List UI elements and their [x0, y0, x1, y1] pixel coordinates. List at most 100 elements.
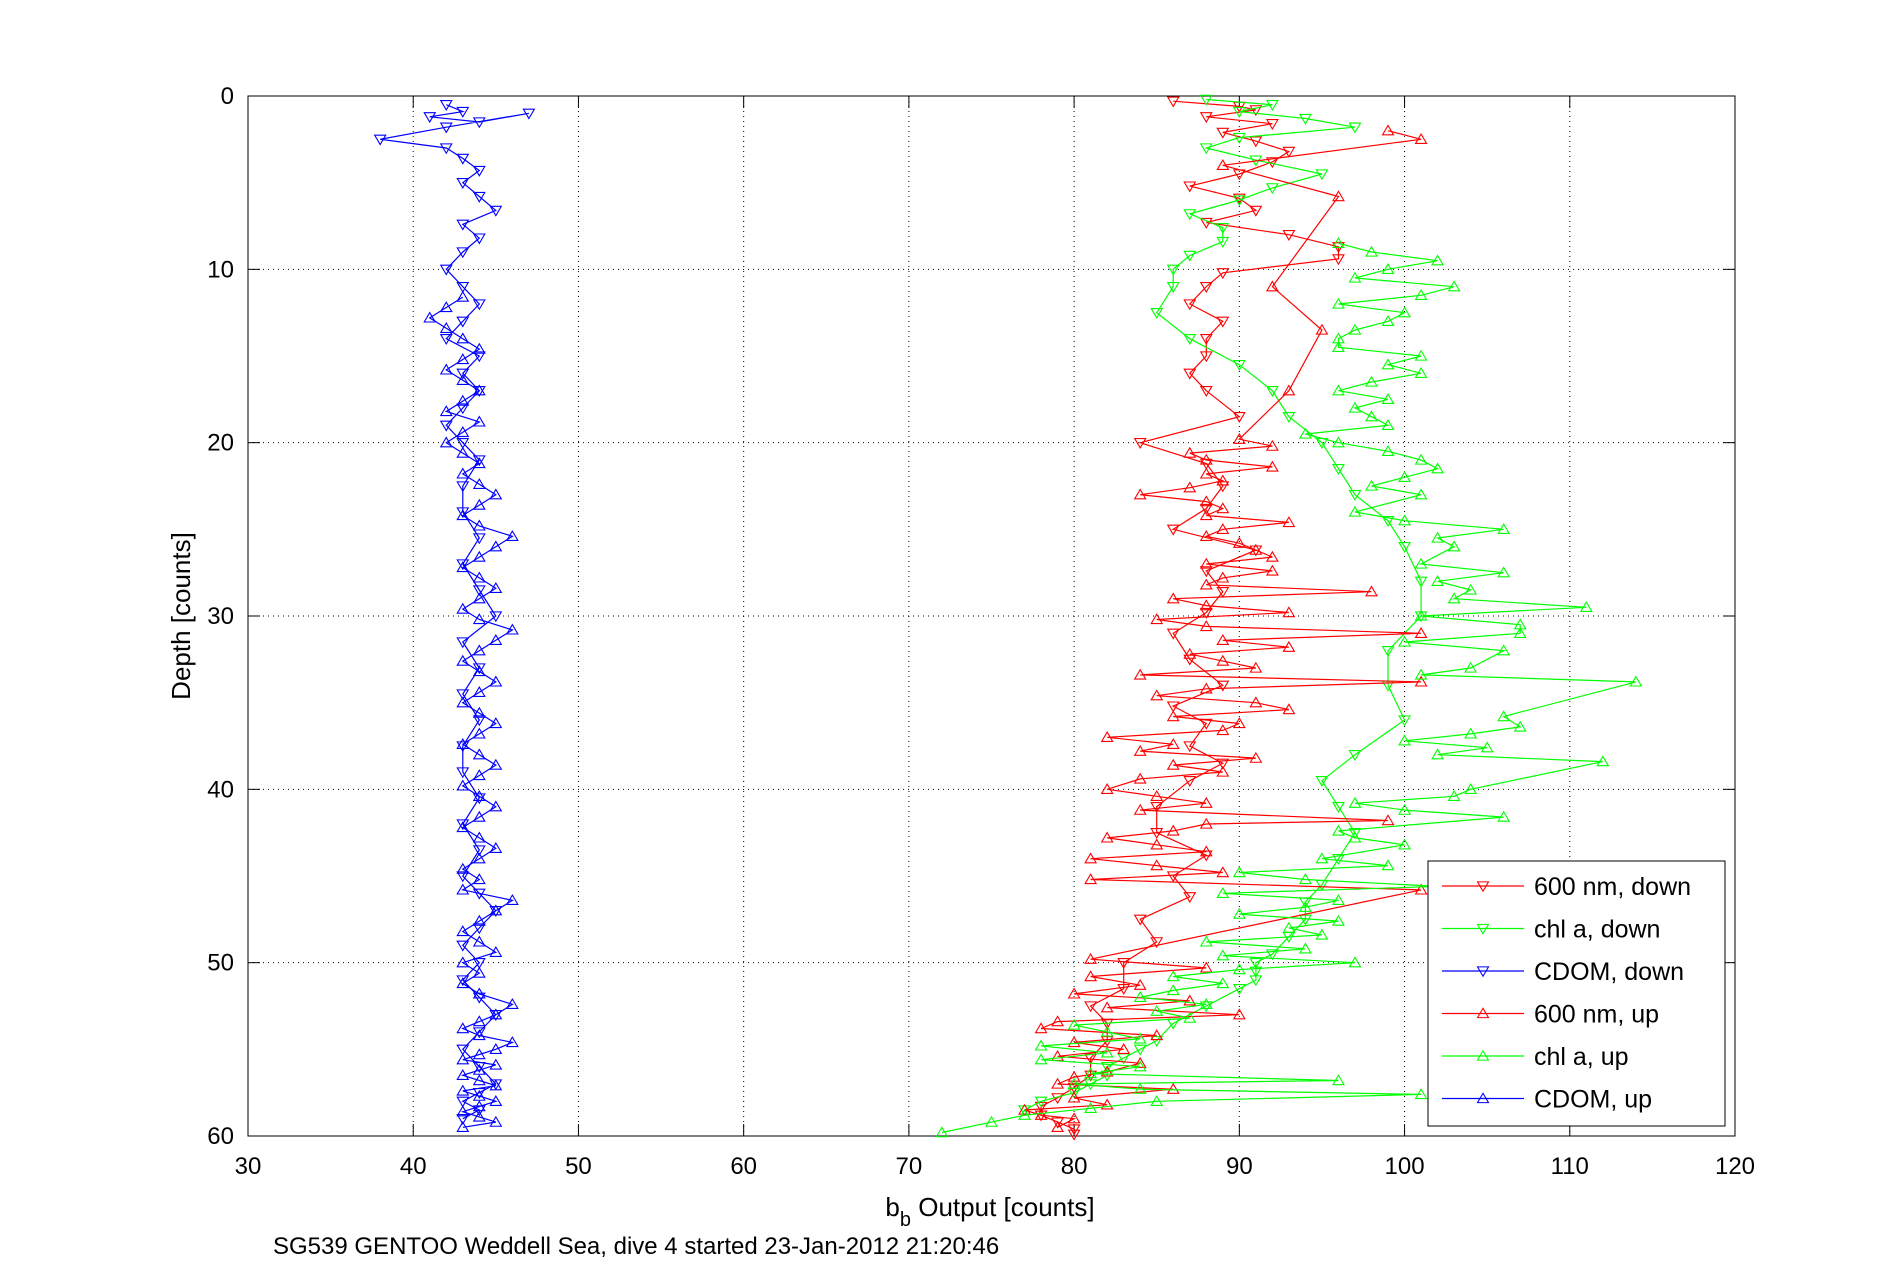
data-point: [1166, 824, 1180, 836]
data-point: [1084, 852, 1098, 864]
data-point: [472, 644, 486, 656]
y-tick-label: 20: [207, 430, 234, 457]
data-point: [456, 779, 470, 791]
data-point: [1348, 489, 1362, 501]
data-point: [472, 957, 486, 969]
data-point: [1166, 758, 1180, 770]
data-point: [1216, 724, 1230, 736]
data-point: [1067, 1129, 1081, 1141]
data-point: [489, 717, 503, 729]
data-point: [1381, 814, 1395, 826]
data-point: [1431, 531, 1445, 543]
data-point: [1497, 810, 1511, 822]
data-point: [472, 665, 486, 677]
data-point: [423, 112, 437, 124]
data-point: [1133, 978, 1147, 990]
data-point: [1315, 775, 1329, 787]
data-point: [1398, 471, 1412, 483]
data-point: [489, 800, 503, 812]
data-point: [489, 1043, 503, 1055]
data-point: [472, 415, 486, 427]
data-point: [1216, 571, 1230, 583]
data-point: [423, 311, 437, 323]
data-point: [1232, 1008, 1246, 1020]
data-point: [1398, 838, 1412, 850]
data-point: [1216, 949, 1230, 961]
data-point: [1216, 587, 1230, 599]
grid-lines: [248, 96, 1735, 1136]
data-point: [1216, 502, 1230, 514]
data-point: [1431, 254, 1445, 266]
data-point: [1216, 977, 1230, 989]
data-point: [456, 373, 470, 385]
data-point: [456, 1113, 470, 1125]
data-point: [1348, 323, 1362, 335]
data-point: [1199, 935, 1213, 947]
data-point: [505, 623, 519, 635]
data-point: [1150, 838, 1164, 850]
data-point: [1183, 299, 1197, 311]
data-point: [456, 654, 470, 666]
data-point: [456, 821, 470, 833]
data-point: [1513, 627, 1527, 639]
data-point: [472, 810, 486, 822]
data-point: [456, 925, 470, 937]
data-point: [1150, 1004, 1164, 1016]
data-point: [1051, 1121, 1065, 1133]
data-point: [472, 519, 486, 531]
data-point: [472, 550, 486, 562]
data-point: [456, 696, 470, 708]
data-point: [1332, 914, 1345, 926]
data-point: [456, 153, 470, 165]
data-point: [489, 611, 503, 623]
data-point: [1464, 583, 1478, 595]
data-point: [1431, 575, 1445, 587]
data-point: [1232, 432, 1246, 444]
data-point: [456, 737, 470, 749]
data-point: [489, 905, 503, 917]
data-point: [985, 1115, 998, 1127]
data-point: [1150, 613, 1164, 625]
data-point: [472, 987, 486, 999]
data-point: [489, 540, 503, 552]
data-point: [1034, 1039, 1048, 1051]
legend-entry: chl a, up: [1534, 1043, 1629, 1071]
data-point: [1282, 703, 1296, 715]
data-point: [1084, 952, 1098, 964]
data-point: [1381, 393, 1395, 405]
data-point: [456, 975, 470, 987]
data-point: [472, 585, 486, 597]
data-point: [456, 689, 470, 701]
data-point: [1365, 410, 1378, 422]
data-point: [1398, 541, 1412, 553]
data-point: [472, 769, 486, 781]
data-point: [1100, 783, 1114, 795]
data-point: [1381, 419, 1395, 431]
data-point: [1232, 907, 1246, 919]
data-point: [472, 1110, 486, 1122]
series-5: [423, 290, 519, 1133]
data-point: [1249, 957, 1263, 969]
data-point: [456, 862, 470, 874]
data-point: [456, 1105, 470, 1117]
data-point: [456, 561, 470, 573]
data-point: [439, 420, 453, 432]
data-point: [472, 233, 486, 245]
data-point: [1414, 609, 1428, 621]
data-point: [456, 332, 470, 344]
data-point: [472, 789, 486, 801]
data-point: [1199, 682, 1213, 694]
data-point: [1398, 715, 1412, 727]
data-point: [1166, 1082, 1180, 1094]
data-point: [1084, 1070, 1098, 1082]
data-point: [1315, 852, 1329, 864]
data-point: [1183, 481, 1197, 493]
data-point: [1232, 411, 1246, 423]
data-point: [1414, 289, 1428, 301]
data-point: [1447, 789, 1461, 801]
data-point: [1166, 96, 1180, 108]
data-point: [1282, 921, 1296, 933]
data-point: [1447, 592, 1461, 604]
data-point: [1381, 445, 1395, 457]
data-point: [472, 533, 486, 545]
